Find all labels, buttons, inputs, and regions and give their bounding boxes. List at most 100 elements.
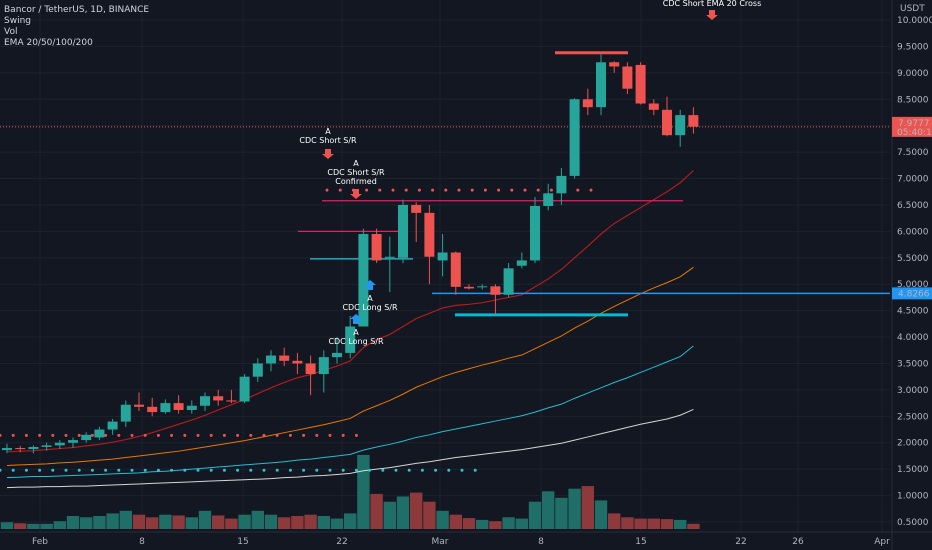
candle-body[interactable] <box>477 286 488 288</box>
candle-body[interactable] <box>424 212 435 257</box>
candle-body[interactable] <box>437 252 448 261</box>
swing-dot <box>523 188 527 192</box>
volume-bar <box>53 521 66 529</box>
annotation-label: CDC Short S/R <box>299 136 357 145</box>
candle-body[interactable] <box>28 446 39 450</box>
legend-swing[interactable]: Swing <box>4 16 31 26</box>
candle-body[interactable] <box>450 252 461 287</box>
current-price-badge[interactable] <box>892 116 932 137</box>
swing-dot <box>117 433 121 437</box>
candle-body[interactable] <box>622 66 633 89</box>
candle-body[interactable] <box>411 204 422 213</box>
swing-dot <box>288 433 292 437</box>
candle-body[interactable] <box>530 206 540 261</box>
candle-body[interactable] <box>173 403 184 410</box>
candle-body[interactable] <box>120 404 131 422</box>
candle-body[interactable] <box>648 103 659 110</box>
swing-dot <box>11 468 15 472</box>
candle-body[interactable] <box>213 396 224 401</box>
candle-body[interactable] <box>200 396 210 406</box>
volume-bar <box>93 516 106 529</box>
candle-body[interactable] <box>81 434 92 441</box>
candle-body[interactable] <box>556 175 567 194</box>
candle-body[interactable] <box>569 99 580 176</box>
candle-body[interactable] <box>490 286 501 295</box>
candle-body[interactable] <box>266 355 276 364</box>
candle-body[interactable] <box>345 326 356 353</box>
candle-body[interactable] <box>516 260 527 266</box>
candle-body[interactable] <box>15 448 26 450</box>
candle-body[interactable] <box>635 64 646 104</box>
candle-body[interactable] <box>305 363 316 375</box>
candle-body[interactable] <box>41 445 52 447</box>
candle-body[interactable] <box>662 109 672 136</box>
current-price-label: 7.9777 <box>898 119 930 129</box>
volume-bar <box>528 501 542 529</box>
price-tick-label: 7.5000 <box>897 148 929 158</box>
volume-bar <box>27 523 40 529</box>
volume-bar <box>515 518 528 529</box>
candle-body[interactable] <box>582 99 593 108</box>
candle-body[interactable] <box>358 234 369 327</box>
candle-body[interactable] <box>68 440 78 443</box>
time-tick-label: 26 <box>792 537 804 547</box>
swing-dot <box>302 433 306 437</box>
short-arrow-icon <box>706 10 718 20</box>
swing-dot <box>302 468 306 472</box>
candle-body[interactable] <box>318 357 329 375</box>
swing-dot <box>104 433 108 437</box>
long-arrow-icon <box>350 314 362 324</box>
candle-body[interactable] <box>609 62 620 67</box>
candle-body[interactable] <box>503 268 514 295</box>
swing-dot <box>417 188 421 192</box>
volume-bar <box>304 514 317 529</box>
candle-body[interactable] <box>279 355 290 361</box>
swing-dot <box>354 468 358 472</box>
ema20-line <box>6 170 694 453</box>
swing-dot <box>394 468 398 472</box>
candle-body[interactable] <box>54 442 65 446</box>
volume-bar <box>132 514 146 529</box>
candle-body[interactable] <box>252 363 263 377</box>
volume-bar <box>225 518 238 529</box>
volume-bar <box>278 517 291 529</box>
candle-body[interactable] <box>186 405 197 410</box>
candle-body[interactable] <box>107 421 118 430</box>
candle-body[interactable] <box>543 193 554 207</box>
candle-body[interactable] <box>160 403 171 413</box>
candle-body[interactable] <box>2 448 12 451</box>
swing-dot <box>64 433 68 437</box>
candle-body[interactable] <box>688 115 699 127</box>
legend-symbol-title[interactable]: Bancor / TetherUS, 1D, BINANCE <box>4 5 150 15</box>
volume-bar <box>198 510 212 529</box>
candle-body[interactable] <box>596 62 606 108</box>
swing-dot <box>341 468 345 472</box>
swing-dot <box>381 468 385 472</box>
candle-body[interactable] <box>134 404 144 407</box>
candle-body[interactable] <box>398 204 408 258</box>
swing-dot <box>368 468 372 472</box>
candle-body[interactable] <box>675 115 686 136</box>
price-tick-label: 5.5000 <box>897 254 929 264</box>
swing-dot <box>51 433 55 437</box>
candle-body[interactable] <box>371 234 382 261</box>
legend-ema[interactable]: EMA 20/50/100/200 <box>4 38 93 48</box>
level-price-badge[interactable] <box>892 287 932 300</box>
candle-body[interactable] <box>226 400 237 402</box>
swing-dot <box>262 433 266 437</box>
long-arrow-icon <box>364 280 376 290</box>
candle-body[interactable] <box>94 429 105 438</box>
candle-body[interactable] <box>147 406 158 413</box>
ema100-line <box>6 345 694 479</box>
volume-bar <box>476 519 489 529</box>
candle-body[interactable] <box>464 286 474 289</box>
candle-body[interactable] <box>332 352 342 358</box>
swing-dot <box>431 188 435 192</box>
legend-volume[interactable]: Vol <box>4 27 18 37</box>
candle-body[interactable] <box>239 376 250 402</box>
candle-body[interactable] <box>292 360 303 364</box>
volume-bar <box>436 510 449 529</box>
candle-body[interactable] <box>384 256 395 258</box>
currency-label: USDT <box>900 4 925 14</box>
